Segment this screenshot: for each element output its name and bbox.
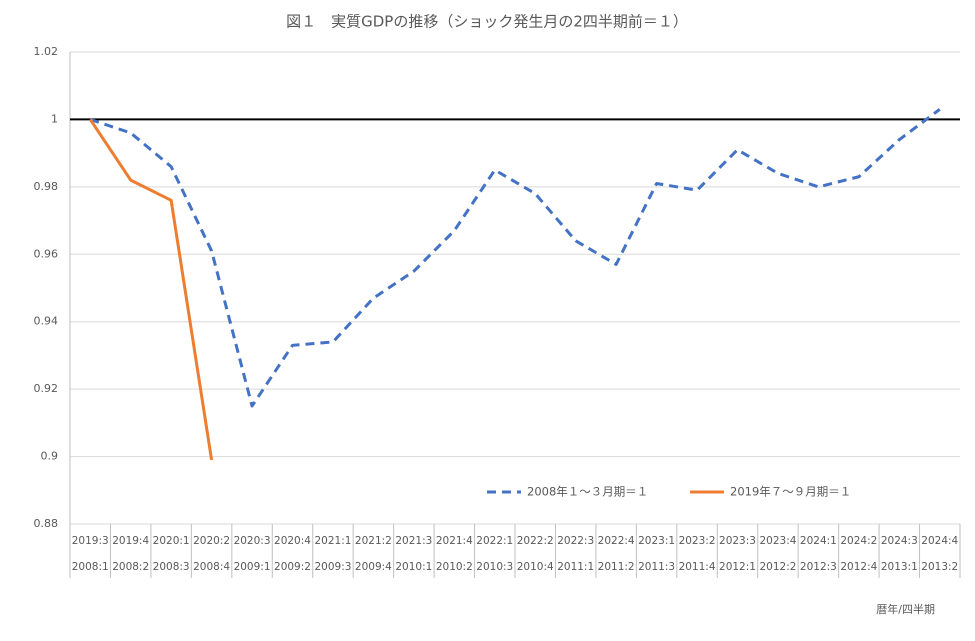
legend-label: 2019年７～９月期＝１ xyxy=(730,485,851,499)
x-tick-label-lower: 2009:2 xyxy=(274,561,311,573)
x-tick-label: 2019:4 xyxy=(112,535,149,547)
x-tick-label-lower: 2009:3 xyxy=(314,561,351,573)
x-tick-label: 2023:4 xyxy=(759,535,796,547)
x-tick-label-lower: 2009:4 xyxy=(355,561,392,573)
x-tick-label-lower: 2011:3 xyxy=(638,561,675,573)
x-tick-label-lower: 2013:2 xyxy=(921,561,958,573)
x-tick-label: 2024:3 xyxy=(881,535,918,547)
x-tick-label-lower: 2012:4 xyxy=(840,561,877,573)
y-tick-label: 1 xyxy=(51,112,58,125)
x-tick-label: 2019:3 xyxy=(72,535,109,547)
x-tick-label-lower: 2010:3 xyxy=(476,561,513,573)
data-line xyxy=(88,118,214,461)
legend-label: 2008年１～３月期＝１ xyxy=(527,485,648,499)
x-tick-label-lower: 2010:2 xyxy=(436,561,473,573)
x-tick-label-lower: 2008:1 xyxy=(72,561,109,573)
y-tick-label: 0.96 xyxy=(34,247,59,260)
data-line xyxy=(89,108,941,408)
y-tick-label: 0.94 xyxy=(34,315,59,328)
x-tick-label: 2024:2 xyxy=(840,535,877,547)
y-tick-label: 0.98 xyxy=(34,180,59,193)
x-tick-label: 2023:3 xyxy=(719,535,756,547)
chart-title: 図１ 実質GDPの推移（ショック発生月の2四半期前＝１） xyxy=(286,13,688,31)
x-tick-label-lower: 2008:2 xyxy=(112,561,149,573)
x-axis-note: 暦年/四半期 xyxy=(876,602,935,616)
x-tick-label-lower: 2009:1 xyxy=(234,561,271,573)
x-tick-label-lower: 2012:1 xyxy=(719,561,756,573)
y-tick-label: 0.92 xyxy=(34,382,59,395)
x-tick-label-lower: 2010:1 xyxy=(395,561,432,573)
x-tick-label: 2024:1 xyxy=(800,535,837,547)
x-tick-label: 2020:1 xyxy=(153,535,190,547)
x-tick-label: 2022:1 xyxy=(476,535,513,547)
x-tick-label: 2022:3 xyxy=(557,535,594,547)
x-tick-label: 2023:1 xyxy=(638,535,675,547)
y-tick-label: 0.9 xyxy=(41,450,59,463)
x-tick-label: 2020:2 xyxy=(193,535,230,547)
x-tick-label-lower: 2012:3 xyxy=(800,561,837,573)
x-tick-label-lower: 2010:4 xyxy=(517,561,554,573)
x-tick-label: 2021:4 xyxy=(436,535,473,547)
x-tick-label: 2024:4 xyxy=(921,535,958,547)
x-tick-label: 2022:2 xyxy=(517,535,554,547)
x-tick-label-lower: 2013:1 xyxy=(881,561,918,573)
x-tick-label-lower: 2012:2 xyxy=(759,561,796,573)
x-tick-label-lower: 2011:2 xyxy=(598,561,635,573)
x-tick-label: 2021:1 xyxy=(314,535,351,547)
x-tick-label: 2020:4 xyxy=(274,535,311,547)
x-tick-label-lower: 2008:3 xyxy=(153,561,190,573)
x-tick-label: 2021:2 xyxy=(355,535,392,547)
x-tick-label-lower: 2011:1 xyxy=(557,561,594,573)
x-tick-label: 2021:3 xyxy=(395,535,432,547)
y-tick-label: 1.02 xyxy=(34,45,59,58)
x-tick-label: 2023:2 xyxy=(679,535,716,547)
x-tick-label: 2020:3 xyxy=(234,535,271,547)
y-tick-label: 0.88 xyxy=(34,517,59,530)
x-tick-label-lower: 2008:4 xyxy=(193,561,230,573)
x-tick-label: 2022:4 xyxy=(598,535,635,547)
x-tick-label-lower: 2011:4 xyxy=(679,561,716,573)
